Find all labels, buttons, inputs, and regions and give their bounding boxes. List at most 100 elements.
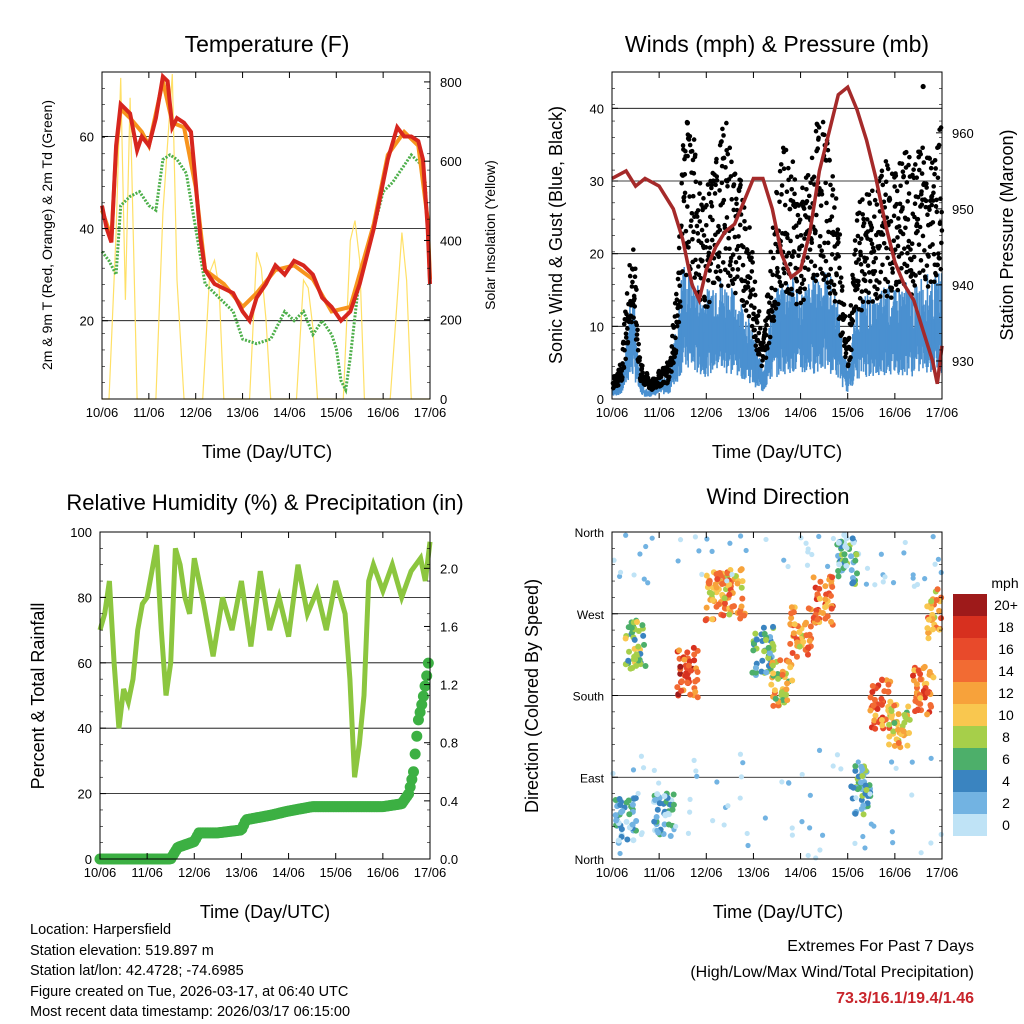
- gust-point: [888, 295, 894, 300]
- wind-direction-point: [789, 649, 796, 656]
- gust-point: [629, 284, 635, 289]
- wind-direction-point: [763, 536, 769, 543]
- wind-direction-point: [917, 676, 924, 683]
- gust-point: [899, 265, 904, 271]
- gust-point: [757, 352, 762, 357]
- wdir-points: [610, 531, 945, 861]
- gust-point: [675, 313, 680, 318]
- gust-point: [873, 255, 879, 261]
- temperature-series: [100, 72, 432, 400]
- gust-point: [823, 258, 829, 264]
- gust-point: [888, 219, 894, 224]
- wind-direction-point: [859, 773, 866, 780]
- wind-direction-point: [628, 624, 635, 631]
- gust-point: [713, 182, 718, 188]
- gust-point: [743, 308, 749, 313]
- wind-direction-point: [869, 682, 876, 689]
- wind-direction-point: [810, 574, 817, 581]
- gust-point: [769, 285, 774, 291]
- gust-point: [829, 252, 835, 257]
- gust-point: [881, 241, 887, 246]
- gust-point: [713, 269, 719, 275]
- x-tick-label: 12/06: [179, 405, 212, 420]
- wind-direction-point: [670, 801, 677, 808]
- gust-point: [710, 217, 715, 223]
- gust-point: [797, 217, 803, 223]
- legend-swatch: [953, 616, 987, 638]
- gust-point: [880, 232, 886, 237]
- wind-direction-point: [750, 647, 757, 654]
- wind-direction-point: [681, 656, 688, 663]
- gust-point: [751, 311, 756, 317]
- info-elevation: Station elevation: 519.897 m: [30, 942, 214, 959]
- rh-line: [97, 541, 433, 778]
- wind-direction-point: [887, 698, 894, 705]
- gust-point: [680, 269, 685, 274]
- x-tick-label: 13/06: [737, 865, 770, 880]
- gust-point: [753, 343, 759, 349]
- gust-point: [820, 271, 825, 276]
- wdir-xlabel: Time (Day/UTC): [713, 902, 843, 922]
- gust-point: [851, 276, 856, 281]
- gust-point: [721, 197, 727, 203]
- wind-direction-point: [766, 650, 773, 657]
- gust-point: [841, 302, 847, 307]
- gust-point: [719, 180, 725, 186]
- gust-point: [816, 125, 822, 130]
- gust-point: [764, 322, 769, 328]
- gust-point: [819, 191, 825, 197]
- gust-point: [705, 278, 711, 283]
- rh-ylabel: Percent & Total Rainfall: [28, 603, 48, 790]
- gust-point: [914, 221, 920, 227]
- gust-point: [804, 198, 810, 204]
- gust-point: [924, 181, 929, 187]
- wdir-panel: Wind Direction 10/06 11/06 12/06 13/06 14/06…: [522, 484, 1019, 922]
- gust-point: [858, 252, 864, 258]
- gust-point: [637, 355, 643, 360]
- gust-point: [779, 192, 784, 197]
- gust-point: [905, 217, 911, 222]
- wind-direction-point: [852, 557, 859, 564]
- gust-point: [923, 276, 928, 282]
- wind-direction-point: [805, 605, 812, 612]
- x-tick-label: 14/06: [784, 405, 817, 420]
- gust-point: [837, 232, 843, 237]
- gust-point: [768, 295, 774, 301]
- gust-point: [905, 199, 910, 204]
- gust-point: [685, 153, 690, 159]
- wind-direction-point: [790, 630, 797, 637]
- x-tick-label: 15/06: [320, 405, 353, 420]
- gust-point: [889, 285, 895, 291]
- gust-point: [778, 162, 784, 167]
- gust-point: [872, 214, 877, 219]
- gust-point: [830, 174, 836, 179]
- wind-direction-point: [849, 535, 856, 542]
- wind-direction-point: [928, 755, 934, 761]
- gust-point: [806, 267, 811, 272]
- legend-swatch: [953, 682, 987, 704]
- gust-point: [753, 333, 758, 339]
- legend-label: 10: [998, 707, 1014, 723]
- gust-point: [875, 286, 880, 292]
- wind-direction-point: [674, 684, 681, 691]
- wind-direction-point: [709, 597, 716, 604]
- gust-point: [746, 313, 752, 319]
- gust-point: [885, 279, 891, 285]
- gust-point: [859, 307, 864, 313]
- gust-point: [807, 205, 813, 210]
- gust-point: [825, 280, 830, 285]
- gust-point: [939, 240, 944, 246]
- wind-direction-point: [786, 780, 792, 786]
- wind-direction-point: [891, 702, 898, 709]
- precip-point: [408, 766, 419, 778]
- wind-direction-point: [726, 591, 733, 598]
- gust-point: [814, 272, 820, 278]
- wind-direction-point: [618, 809, 625, 816]
- gust-point: [860, 197, 865, 202]
- gust-point: [721, 133, 726, 138]
- gust-point: [676, 319, 682, 325]
- gust-point: [743, 226, 748, 232]
- wind-direction-point: [739, 578, 746, 585]
- gust-point: [858, 236, 864, 242]
